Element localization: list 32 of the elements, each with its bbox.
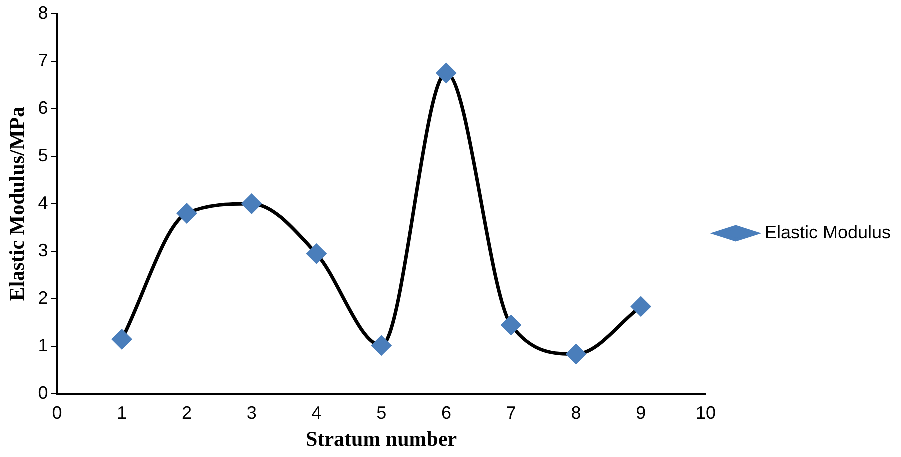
point (177, 204, 197, 224)
point (372, 336, 392, 356)
x-tick-label: 9 (636, 402, 646, 423)
x-tick-label: 1 (117, 402, 128, 423)
x-tick-label: 6 (441, 402, 452, 423)
point (566, 344, 586, 364)
x-tick-label: 2 (182, 402, 192, 423)
point (112, 330, 132, 350)
x-tick-label: 0 (52, 402, 62, 423)
y-tick-label: 6 (38, 98, 48, 118)
x-tick-label: 8 (571, 402, 582, 423)
y-tick-label: 7 (38, 50, 48, 70)
y-axis-title: Elastic Modulus/MPa (5, 106, 30, 302)
point (631, 296, 651, 316)
x-tick-label: 3 (246, 402, 257, 423)
point (242, 194, 262, 214)
y-tick-label: 2 (38, 288, 48, 308)
x-tick-label: 10 (696, 402, 716, 423)
x-tick-label: 7 (506, 402, 516, 423)
point (436, 63, 456, 83)
x-axis-title: Stratum number (306, 426, 458, 451)
legend-label: Elastic Modulus (764, 222, 892, 242)
x-tick-label: 4 (312, 402, 322, 423)
y-tick-label: 0 (38, 383, 48, 404)
point (306, 244, 326, 264)
y-tick-label: 1 (38, 336, 48, 356)
y-tick-label: 5 (38, 145, 48, 166)
y-tick-label: 4 (38, 192, 48, 213)
y-tick-label: 3 (38, 240, 48, 261)
point (502, 316, 522, 336)
y-tick-label: 8 (38, 2, 48, 23)
x-tick-label: 5 (376, 402, 387, 423)
